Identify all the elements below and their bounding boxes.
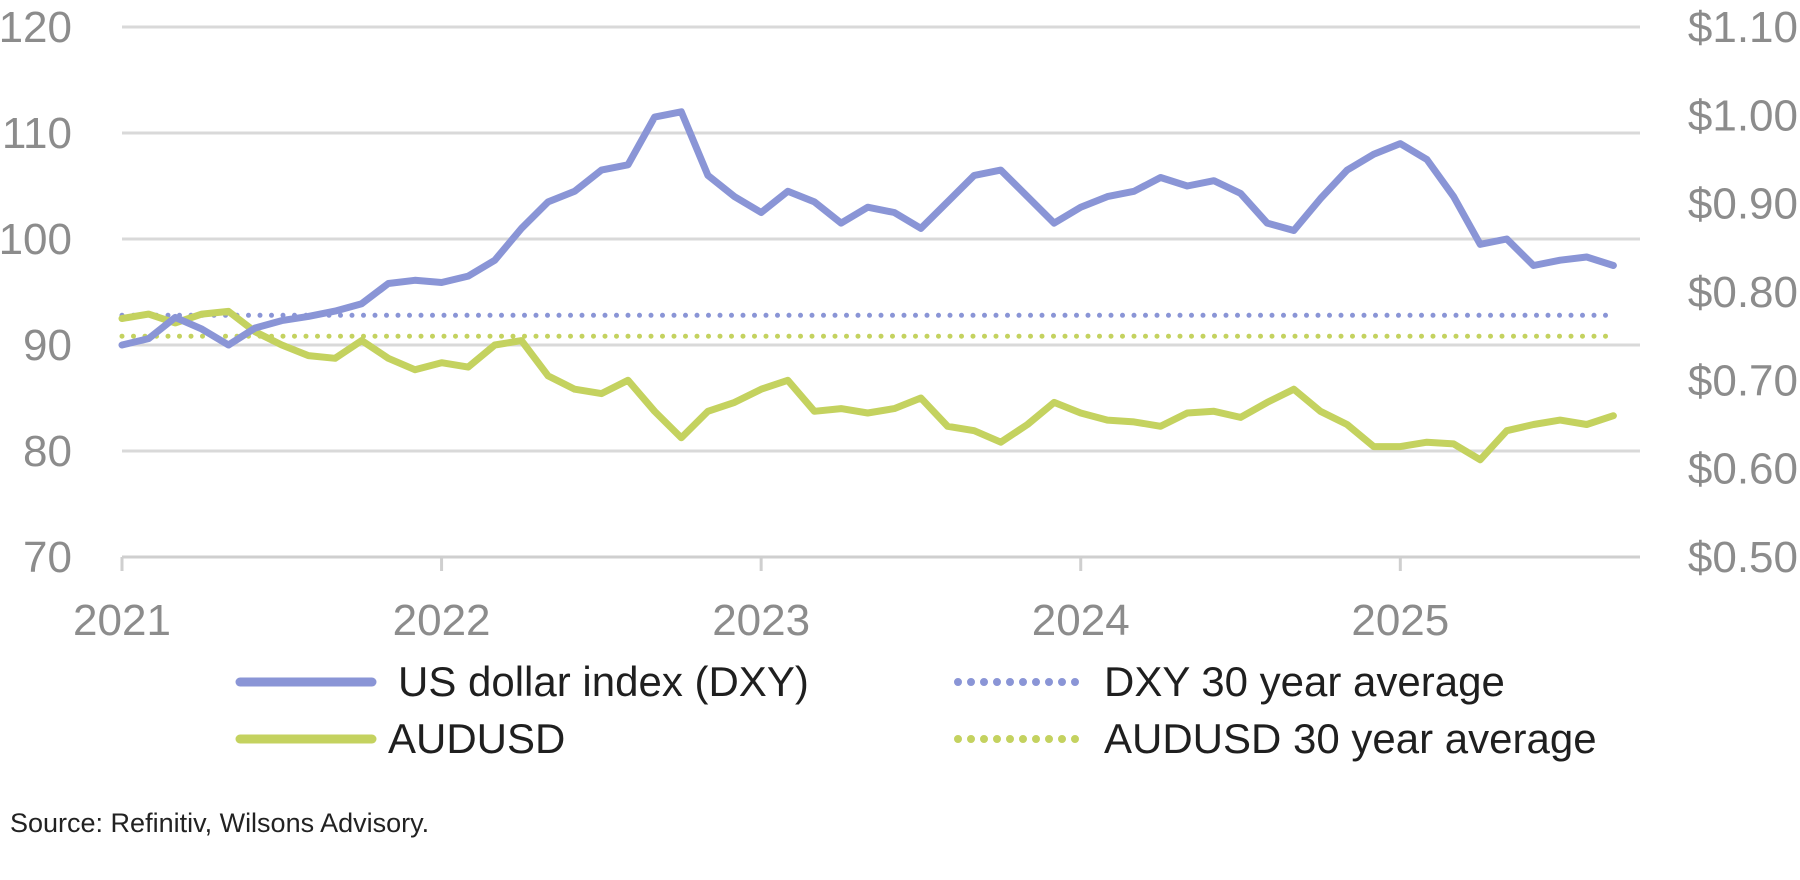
legend-label: AUDUSD 30 year average	[1104, 715, 1597, 762]
legend-label: US dollar index (DXY)	[398, 658, 809, 705]
x-tick-label: 2023	[712, 596, 810, 645]
x-tick-label: 2022	[393, 596, 491, 645]
left-y-axis: 120 110 100 90 80 70	[0, 3, 72, 582]
x-tick-label: 2024	[1032, 596, 1130, 645]
x-tick-label: 2025	[1351, 596, 1449, 645]
source-note: Source: Refinitiv, Wilsons Advisory.	[10, 808, 430, 838]
y-left-tick-label: 90	[23, 321, 72, 370]
y-right-tick-label: $0.80	[1688, 268, 1798, 317]
y-left-tick-label: 100	[0, 215, 72, 264]
y-right-tick-label: $0.50	[1688, 533, 1798, 582]
us-dollar-index-dxy-line	[118, 108, 1617, 349]
y-left-tick-label: 110	[2, 109, 72, 158]
y-right-tick-label: $0.60	[1688, 445, 1798, 494]
y-right-tick-label: $0.70	[1688, 356, 1798, 405]
y-left-tick-label: 70	[23, 533, 72, 582]
audusd-line	[118, 307, 1617, 464]
y-right-tick-label: $1.10	[1688, 3, 1798, 52]
right-y-axis: $1.10 $1.00 $0.90 $0.80 $0.70 $0.60 $0.50	[1688, 3, 1798, 582]
y-right-tick-label: $1.00	[1688, 91, 1798, 140]
legend: US dollar index (DXY) DXY 30 year average…	[235, 658, 1597, 762]
y-left-tick-label: 120	[0, 3, 72, 52]
y-left-tick-label: 80	[23, 427, 72, 476]
legend-label: AUDUSD	[388, 715, 565, 762]
legend-label: DXY 30 year average	[1104, 658, 1505, 705]
dxy-audusd-line-chart: 120 110 100 90 80 70 $1.10 $1.00 $0.90 $0.80 $0.7…	[0, 3, 1798, 762]
y-right-tick-label: $0.90	[1688, 180, 1798, 229]
x-axis: 2021 2022 2023 2024 2025	[73, 557, 1449, 645]
series-lines	[118, 108, 1617, 464]
gridlines	[122, 25, 1640, 559]
x-tick-label: 2021	[73, 596, 171, 645]
